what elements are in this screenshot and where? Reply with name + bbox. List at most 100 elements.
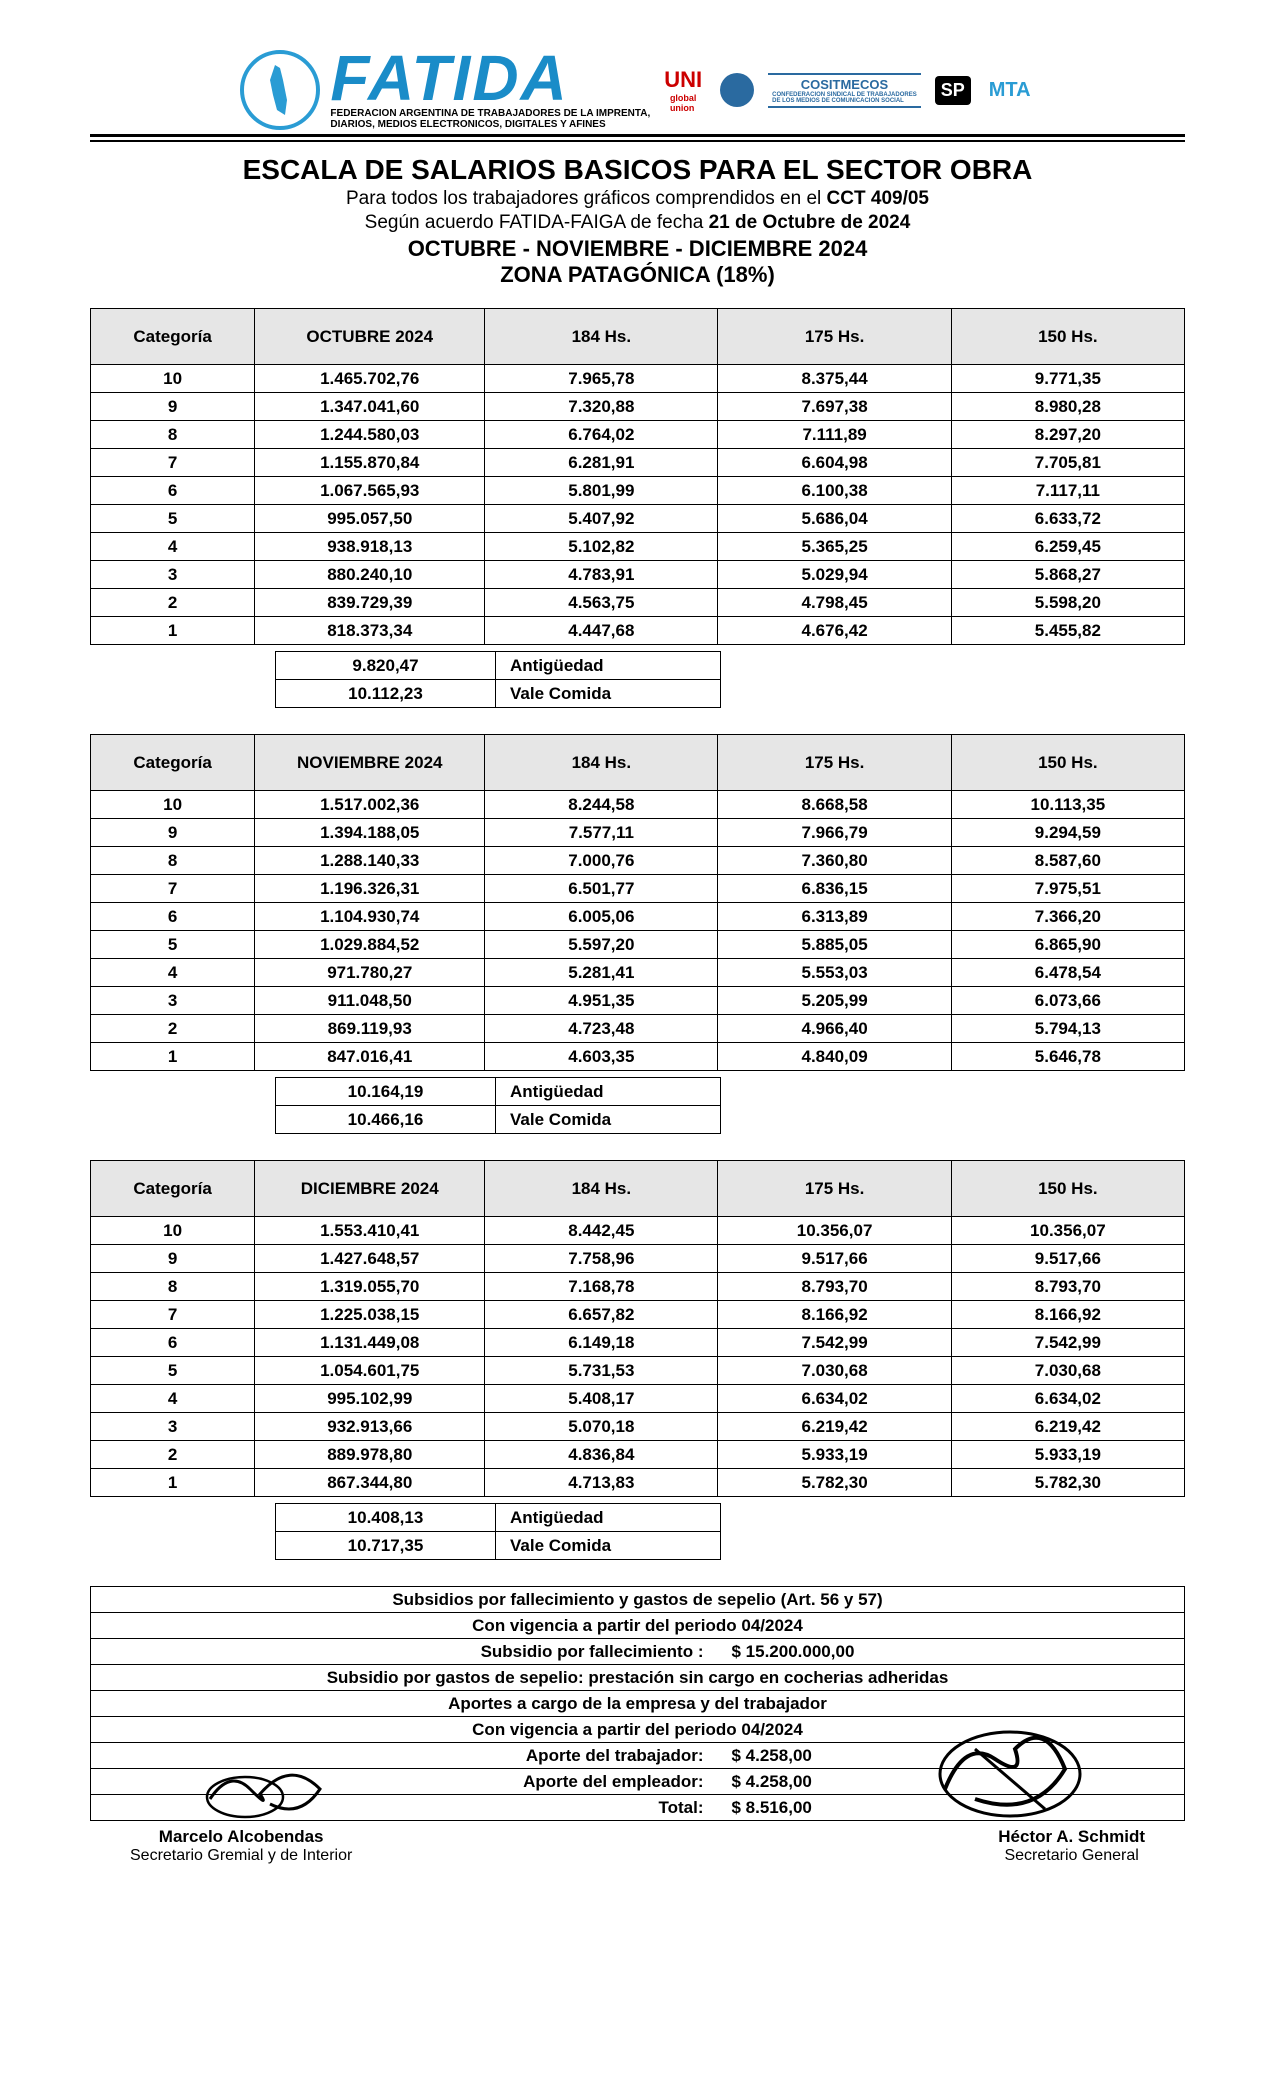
cell-h150: 8.166,92	[951, 1301, 1184, 1329]
cell-base: 1.517.002,36	[255, 791, 485, 819]
cell-h184: 4.836,84	[485, 1441, 718, 1469]
cell-h184: 5.408,17	[485, 1385, 718, 1413]
round-logo-icon	[716, 71, 758, 109]
cell-h184: 6.501,77	[485, 875, 718, 903]
table-row: 1847.016,414.603,354.840,095.646,78	[91, 1043, 1185, 1071]
cell-h184: 4.447,68	[485, 617, 718, 645]
cell-h175: 7.542,99	[718, 1329, 951, 1357]
cell-base: 1.067.565,93	[255, 477, 485, 505]
table-row: 71.225.038,156.657,828.166,928.166,92	[91, 1301, 1185, 1329]
cell-base: 1.054.601,75	[255, 1357, 485, 1385]
cell-base: 818.373,34	[255, 617, 485, 645]
table-row: 101.465.702,767.965,788.375,449.771,35	[91, 365, 1185, 393]
cell-cat: 9	[91, 819, 255, 847]
table-row: 91.347.041,607.320,887.697,388.980,28	[91, 393, 1185, 421]
cell-h175: 5.686,04	[718, 505, 951, 533]
table-row: 5995.057,505.407,925.686,046.633,72	[91, 505, 1185, 533]
cell-cat: 6	[91, 903, 255, 931]
extras-dic: 10.408,13Antigüedad 10.717,35Vale Comida	[275, 1503, 721, 1560]
cell-h184: 6.764,02	[485, 421, 718, 449]
cell-h175: 4.840,09	[718, 1043, 951, 1071]
cell-h175: 8.668,58	[718, 791, 951, 819]
cell-h150: 6.073,66	[951, 987, 1184, 1015]
cell-base: 889.978,80	[255, 1441, 485, 1469]
cell-h184: 5.731,53	[485, 1357, 718, 1385]
cell-h175: 5.205,99	[718, 987, 951, 1015]
title-line1: Para todos los trabajadores gráficos com…	[90, 188, 1185, 210]
cell-h184: 5.801,99	[485, 477, 718, 505]
extras-nov: 10.164,19Antigüedad 10.466,16Vale Comida	[275, 1077, 721, 1134]
cell-base: 932.913,66	[255, 1413, 485, 1441]
cell-h175: 6.836,15	[718, 875, 951, 903]
vale-oct-val: 10.112,23	[276, 680, 496, 708]
cell-base: 880.240,10	[255, 561, 485, 589]
table-subsidios: Subsidios por fallecimiento y gastos de …	[90, 1586, 1185, 1821]
signature-left: Marcelo Alcobendas Secretario Gremial y …	[130, 1827, 352, 1865]
cell-base: 1.288.140,33	[255, 847, 485, 875]
cell-h184: 7.758,96	[485, 1245, 718, 1273]
org-sub1: FEDERACION ARGENTINA DE TRABAJADORES DE …	[330, 108, 650, 119]
sig-right-role: Secretario General	[998, 1847, 1145, 1865]
sig-left-role: Secretario Gremial y de Interior	[130, 1847, 352, 1865]
cell-base: 911.048,50	[255, 987, 485, 1015]
cell-h150: 6.478,54	[951, 959, 1184, 987]
col-categoria: Categoría	[91, 309, 255, 365]
table-row: 2839.729,394.563,754.798,455.598,20	[91, 589, 1185, 617]
cell-h150: 6.259,45	[951, 533, 1184, 561]
cell-base: 995.102,99	[255, 1385, 485, 1413]
cell-h184: 8.442,45	[485, 1217, 718, 1245]
table-row: 101.553.410,418.442,4510.356,0710.356,07	[91, 1217, 1185, 1245]
cell-h150: 5.933,19	[951, 1441, 1184, 1469]
cell-h150: 9.771,35	[951, 365, 1184, 393]
subs-vigencia1: Con vigencia a partir del periodo 04/202…	[91, 1613, 1185, 1639]
cell-h175: 5.933,19	[718, 1441, 951, 1469]
cell-base: 1.427.648,57	[255, 1245, 485, 1273]
cell-base: 847.016,41	[255, 1043, 485, 1071]
cell-base: 1.347.041,60	[255, 393, 485, 421]
cell-h175: 4.966,40	[718, 1015, 951, 1043]
cell-base: 839.729,39	[255, 589, 485, 617]
cell-cat: 8	[91, 421, 255, 449]
col-categoria: Categoría	[91, 1161, 255, 1217]
cell-cat: 4	[91, 533, 255, 561]
cell-h150: 5.794,13	[951, 1015, 1184, 1043]
cell-cat: 2	[91, 1441, 255, 1469]
title-block: ESCALA DE SALARIOS BASICOS PARA EL SECTO…	[90, 154, 1185, 288]
vale-label: Vale Comida	[496, 680, 721, 708]
mta-logo-icon: MTA	[985, 77, 1035, 104]
cell-cat: 1	[91, 1043, 255, 1071]
divider-2	[90, 140, 1185, 142]
subs-vigencia2: Con vigencia a partir del periodo 04/202…	[91, 1717, 1185, 1743]
table-row: 91.394.188,057.577,117.966,799.294,59	[91, 819, 1185, 847]
cell-cat: 5	[91, 505, 255, 533]
cell-h175: 9.517,66	[718, 1245, 951, 1273]
cell-h175: 4.798,45	[718, 589, 951, 617]
org-sub2: DIARIOS, MEDIOS ELECTRONICOS, DIGITALES …	[330, 119, 605, 130]
cell-cat: 7	[91, 1301, 255, 1329]
table-row: 4971.780,275.281,415.553,036.478,54	[91, 959, 1185, 987]
table-row: 3911.048,504.951,355.205,996.073,66	[91, 987, 1185, 1015]
cell-h150: 5.598,20	[951, 589, 1184, 617]
cell-cat: 4	[91, 1385, 255, 1413]
cell-h184: 7.320,88	[485, 393, 718, 421]
cell-h175: 5.029,94	[718, 561, 951, 589]
cell-h184: 5.070,18	[485, 1413, 718, 1441]
cell-base: 1.465.702,76	[255, 365, 485, 393]
cell-h175: 5.782,30	[718, 1469, 951, 1497]
col-month-nov: NOVIEMBRE 2024	[255, 735, 485, 791]
col-month-dic: DICIEMBRE 2024	[255, 1161, 485, 1217]
cell-base: 1.244.580,03	[255, 421, 485, 449]
antig-oct-val: 9.820,47	[276, 652, 496, 680]
cell-h184: 5.102,82	[485, 533, 718, 561]
cell-h184: 6.005,06	[485, 903, 718, 931]
cell-cat: 1	[91, 1469, 255, 1497]
cell-h184: 6.281,91	[485, 449, 718, 477]
cell-h175: 8.793,70	[718, 1273, 951, 1301]
cell-h150: 8.587,60	[951, 847, 1184, 875]
cell-h150: 6.219,42	[951, 1413, 1184, 1441]
cell-h175: 7.111,89	[718, 421, 951, 449]
cell-h175: 8.166,92	[718, 1301, 951, 1329]
cell-base: 1.131.449,08	[255, 1329, 485, 1357]
col-175: 175 Hs.	[718, 1161, 951, 1217]
cell-h184: 6.149,18	[485, 1329, 718, 1357]
